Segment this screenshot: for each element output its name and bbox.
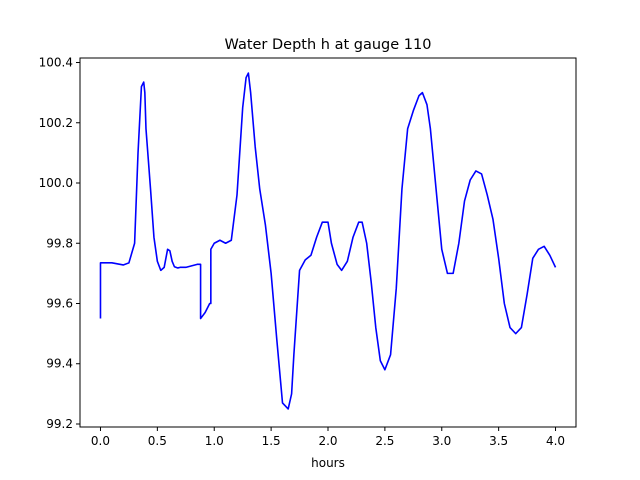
plot-area — [99, 72, 557, 410]
y-tick-label: 100.0 — [39, 176, 73, 190]
x-tick-label: 0.0 — [91, 434, 110, 448]
x-axis: 0.0 0.5 1.0 1.5 2.0 2.5 3.0 3.5 4.0 — [91, 427, 565, 448]
y-tick-label: 99.4 — [46, 357, 73, 371]
chart-title: Water Depth h at gauge 110 — [225, 37, 432, 53]
y-tick-label: 99.8 — [46, 236, 73, 250]
y-tick-label: 99.2 — [46, 417, 73, 431]
x-tick-label: 0.5 — [148, 434, 167, 448]
x-tick-label: 3.0 — [432, 434, 451, 448]
x-tick-label: 4.0 — [546, 434, 565, 448]
y-axis: 99.2 99.4 99.6 99.8 100.0 100.2 100.4 — [39, 56, 80, 431]
x-tick-label: 1.5 — [262, 434, 281, 448]
y-tick-label: 100.4 — [39, 56, 73, 70]
x-axis-label: hours — [311, 456, 345, 470]
y-tick-label: 99.6 — [46, 296, 73, 310]
series-line-0 — [99, 72, 557, 410]
y-tick-label: 100.2 — [39, 116, 73, 130]
x-tick-label: 1.0 — [205, 434, 224, 448]
x-tick-label: 3.5 — [489, 434, 508, 448]
x-tick-label: 2.0 — [318, 434, 337, 448]
x-tick-label: 2.5 — [375, 434, 394, 448]
